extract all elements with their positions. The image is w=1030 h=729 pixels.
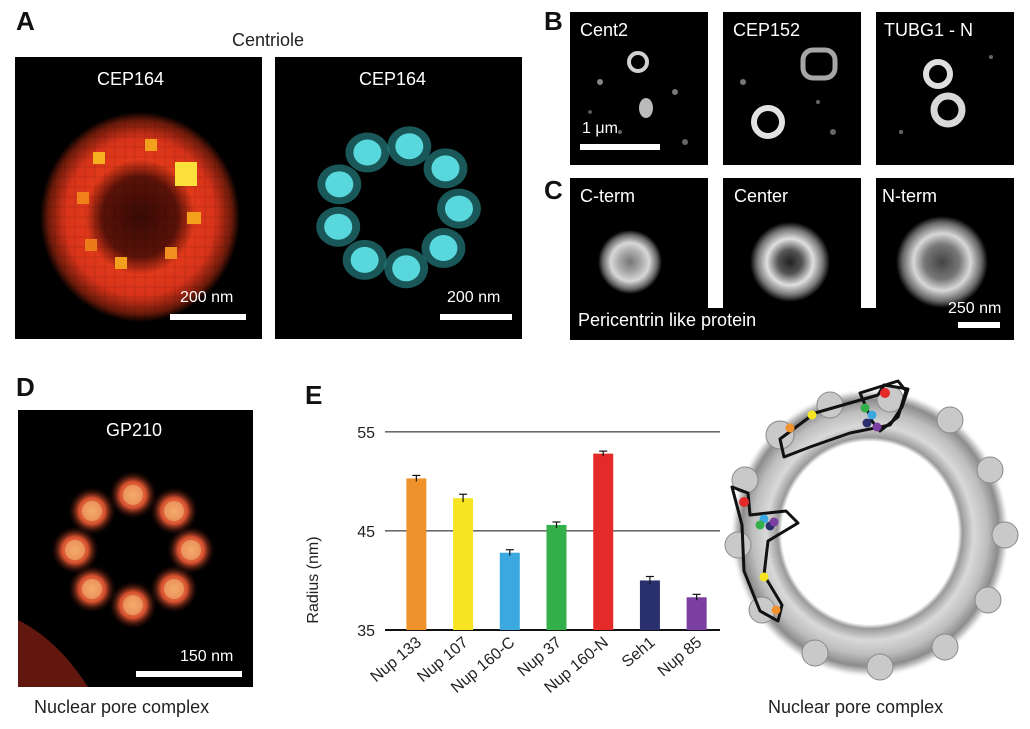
panel-b-scale-text: 1 μm xyxy=(582,120,618,137)
bar xyxy=(546,524,567,630)
y-tick-layer: 35 45 55 xyxy=(357,425,375,640)
gp210-label: GP210 xyxy=(106,420,163,440)
pericentrin-caption: Pericentrin like protein xyxy=(578,310,757,330)
panel-c-scale-text: 250 nm xyxy=(948,300,1002,317)
bar xyxy=(686,597,707,630)
cent2-label: Cent2 xyxy=(580,20,629,40)
cent2-image: Cent2 1 μm xyxy=(570,12,708,165)
cyan-blob xyxy=(392,255,421,282)
cep164-red-label: CEP164 xyxy=(97,69,165,89)
y-axis-label: Radius (nm) xyxy=(305,536,322,623)
cep164-red-image: CEP164 200 nm xyxy=(15,57,262,339)
center-label: Center xyxy=(734,186,789,206)
pericentrin-panel: C-term Center N-term Pericentrin like pr… xyxy=(570,178,1014,340)
cep152-image: CEP152 xyxy=(723,12,861,165)
cyan-blob xyxy=(353,139,382,166)
bar xyxy=(499,552,520,630)
panel-d-caption: Nuclear pore complex xyxy=(34,697,210,717)
panel-e-letter: E xyxy=(305,380,323,410)
cep164-cyan-scale-text: 200 nm xyxy=(447,289,501,306)
n-term-label: N-term xyxy=(882,186,937,206)
panel-c-letter: C xyxy=(544,175,563,205)
bar xyxy=(406,478,427,630)
bar-layer xyxy=(406,450,707,630)
y-tick-label: 35 xyxy=(357,623,375,640)
panel-a-letter: A xyxy=(16,6,35,36)
cep152-label: CEP152 xyxy=(733,20,801,40)
bar xyxy=(453,498,474,630)
cep164-cyan-label: CEP164 xyxy=(359,69,427,89)
x-category-label: Nup 85 xyxy=(655,634,706,680)
cep164-cyan-image: CEP164 200 nm xyxy=(275,57,522,339)
panel-d-scale-text: 150 nm xyxy=(180,648,234,665)
panel-d-scale-bar xyxy=(136,671,242,677)
y-tick-label: 55 xyxy=(357,425,375,442)
c-term-label: C-term xyxy=(580,186,635,206)
panel-c-scale-bar xyxy=(958,322,1000,328)
gp210-ring xyxy=(18,470,215,687)
cep164-red-scale-text: 200 nm xyxy=(180,289,234,306)
gp210-image: GP210 150 nm xyxy=(18,410,253,687)
cyan-blob xyxy=(325,171,354,198)
cyan-blob xyxy=(429,235,458,262)
y-tick-label: 45 xyxy=(357,524,375,541)
tubg1-label: TUBG1 - N xyxy=(884,20,974,40)
npc-structure-illustration xyxy=(724,379,1019,681)
cyan-blob xyxy=(395,133,424,160)
cyan-blob xyxy=(444,195,473,222)
cyan-blob xyxy=(431,155,460,182)
cyan-blob xyxy=(350,246,379,273)
tubg1-image: TUBG1 - N xyxy=(876,12,1014,165)
cep164-cyan-scale-bar xyxy=(440,314,512,320)
npc-nup-markers xyxy=(739,388,890,615)
bar xyxy=(639,580,660,630)
panel-b-scale-bar xyxy=(580,144,660,150)
panel-b-letter: B xyxy=(544,6,563,36)
bar xyxy=(593,453,614,630)
panel-e-caption: Nuclear pore complex xyxy=(768,697,944,717)
cep164-cyan-ring xyxy=(316,126,481,289)
cep164-red-scale-bar xyxy=(170,314,246,320)
cyan-blob xyxy=(324,213,353,240)
x-category-label: Nup 133 xyxy=(368,634,425,686)
x-category-label: Seh1 xyxy=(619,634,659,671)
panel-a-title: Centriole xyxy=(232,30,305,50)
panel-d-letter: D xyxy=(16,372,35,402)
